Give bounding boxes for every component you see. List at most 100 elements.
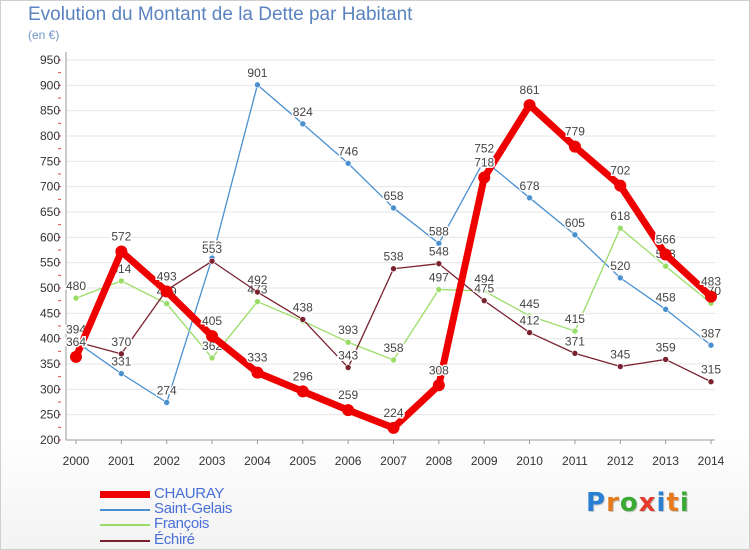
data-label: 605 bbox=[565, 216, 585, 230]
x-tick-label: 2004 bbox=[244, 454, 271, 468]
x-tick-label: 2008 bbox=[426, 454, 453, 468]
data-point bbox=[344, 364, 352, 371]
data-label: 779 bbox=[565, 125, 585, 139]
data-label: 331 bbox=[111, 355, 131, 369]
data-label: 315 bbox=[701, 363, 721, 377]
y-tick-label: 750 bbox=[40, 154, 60, 168]
data-label: 371 bbox=[565, 334, 585, 348]
data-point bbox=[568, 140, 581, 153]
y-tick-label: 350 bbox=[40, 357, 60, 371]
data-point bbox=[480, 297, 488, 304]
y-tick-label: 500 bbox=[40, 281, 60, 295]
y-tick-label: 700 bbox=[40, 180, 60, 194]
chart-unit: (en €) bbox=[28, 28, 60, 42]
data-label: 588 bbox=[429, 224, 449, 238]
data-point bbox=[662, 262, 669, 270]
data-point bbox=[662, 356, 669, 363]
y-tick-label: 600 bbox=[40, 230, 60, 244]
data-point bbox=[662, 305, 669, 313]
data-label: 483 bbox=[701, 275, 721, 289]
data-label: 520 bbox=[610, 259, 630, 273]
data-point bbox=[299, 120, 307, 128]
data-point bbox=[616, 224, 624, 232]
data-label: 394 bbox=[66, 323, 86, 337]
y-tick-label: 900 bbox=[40, 78, 60, 92]
data-point bbox=[251, 366, 264, 379]
y-tick-label: 450 bbox=[40, 306, 60, 320]
y-tick-label: 650 bbox=[40, 205, 60, 219]
data-label: 359 bbox=[656, 340, 676, 354]
data-point bbox=[435, 240, 443, 247]
data-point bbox=[480, 287, 488, 295]
data-point bbox=[118, 350, 125, 358]
data-label: 480 bbox=[66, 279, 86, 293]
data-label: 345 bbox=[610, 348, 630, 362]
legend-label: CHAURAY bbox=[154, 485, 225, 502]
data-label: 678 bbox=[520, 179, 540, 193]
x-tick-label: 2005 bbox=[289, 454, 316, 468]
data-point bbox=[296, 385, 309, 398]
x-tick-label: 2010 bbox=[516, 454, 543, 468]
x-tick-label: 2007 bbox=[380, 454, 407, 468]
plot-area: 394 331 274 559 901 824 746 658 588 752 678 605 520 4… bbox=[64, 64, 723, 434]
data-point bbox=[707, 341, 715, 349]
data-label: 901 bbox=[247, 66, 267, 80]
legend-swatch bbox=[100, 509, 150, 511]
data-label: 572 bbox=[111, 230, 131, 244]
data-label: 394 bbox=[66, 323, 86, 337]
data-label: 553 bbox=[202, 242, 222, 256]
data-label: 752 bbox=[474, 141, 494, 155]
legend-label: Saint-Gelais bbox=[154, 500, 233, 517]
data-point bbox=[432, 379, 445, 392]
data-label: 494 bbox=[474, 272, 494, 286]
data-point bbox=[254, 81, 261, 89]
data-point bbox=[342, 404, 355, 417]
data-label: 824 bbox=[293, 105, 313, 119]
legend-label: François bbox=[154, 515, 210, 532]
x-tick-label: 2013 bbox=[652, 454, 679, 468]
y-tick-label: 300 bbox=[40, 382, 60, 396]
data-label: 343 bbox=[338, 349, 358, 363]
x-tick-label: 2014 bbox=[698, 454, 725, 468]
data-point bbox=[616, 363, 624, 370]
data-point bbox=[344, 338, 352, 346]
data-label: 393 bbox=[338, 323, 358, 337]
data-point bbox=[571, 350, 579, 357]
data-label: 492 bbox=[247, 273, 267, 287]
data-point bbox=[526, 194, 533, 202]
data-point bbox=[571, 327, 579, 335]
data-point bbox=[299, 316, 307, 323]
data-point bbox=[118, 277, 125, 285]
y-tick-label: 550 bbox=[40, 256, 60, 270]
data-point bbox=[478, 171, 491, 184]
data-point bbox=[480, 157, 488, 164]
y-tick-label: 400 bbox=[40, 332, 60, 346]
data-label: 387 bbox=[701, 326, 721, 340]
tick-labels: 200 250 300 350 400 450 500 550 600 650 700 750 800 8… bbox=[40, 53, 725, 468]
data-point bbox=[160, 285, 173, 298]
y-tick-label: 850 bbox=[40, 104, 60, 118]
data-point bbox=[435, 260, 443, 267]
data-label: 746 bbox=[338, 144, 358, 158]
logo-letter: x bbox=[638, 488, 657, 518]
chart-title: Evolution du Montant de la Dette par Hab… bbox=[28, 4, 413, 25]
data-label: 296 bbox=[293, 369, 313, 383]
data-point bbox=[390, 356, 397, 364]
logo-letter: i bbox=[656, 488, 667, 518]
data-label: 702 bbox=[610, 164, 630, 178]
data-point bbox=[254, 288, 261, 296]
logo-letter: i bbox=[679, 488, 690, 518]
data-label: 308 bbox=[429, 363, 449, 377]
data-point bbox=[659, 248, 672, 261]
data-label: 445 bbox=[520, 297, 540, 311]
data-label: 438 bbox=[293, 300, 313, 314]
data-point bbox=[571, 231, 579, 239]
x-tick-label: 2006 bbox=[335, 454, 362, 468]
y-tick-label: 800 bbox=[40, 129, 60, 143]
data-label: 259 bbox=[338, 388, 358, 402]
data-point bbox=[163, 300, 171, 308]
data-label: 412 bbox=[520, 314, 540, 328]
data-point bbox=[614, 179, 627, 192]
